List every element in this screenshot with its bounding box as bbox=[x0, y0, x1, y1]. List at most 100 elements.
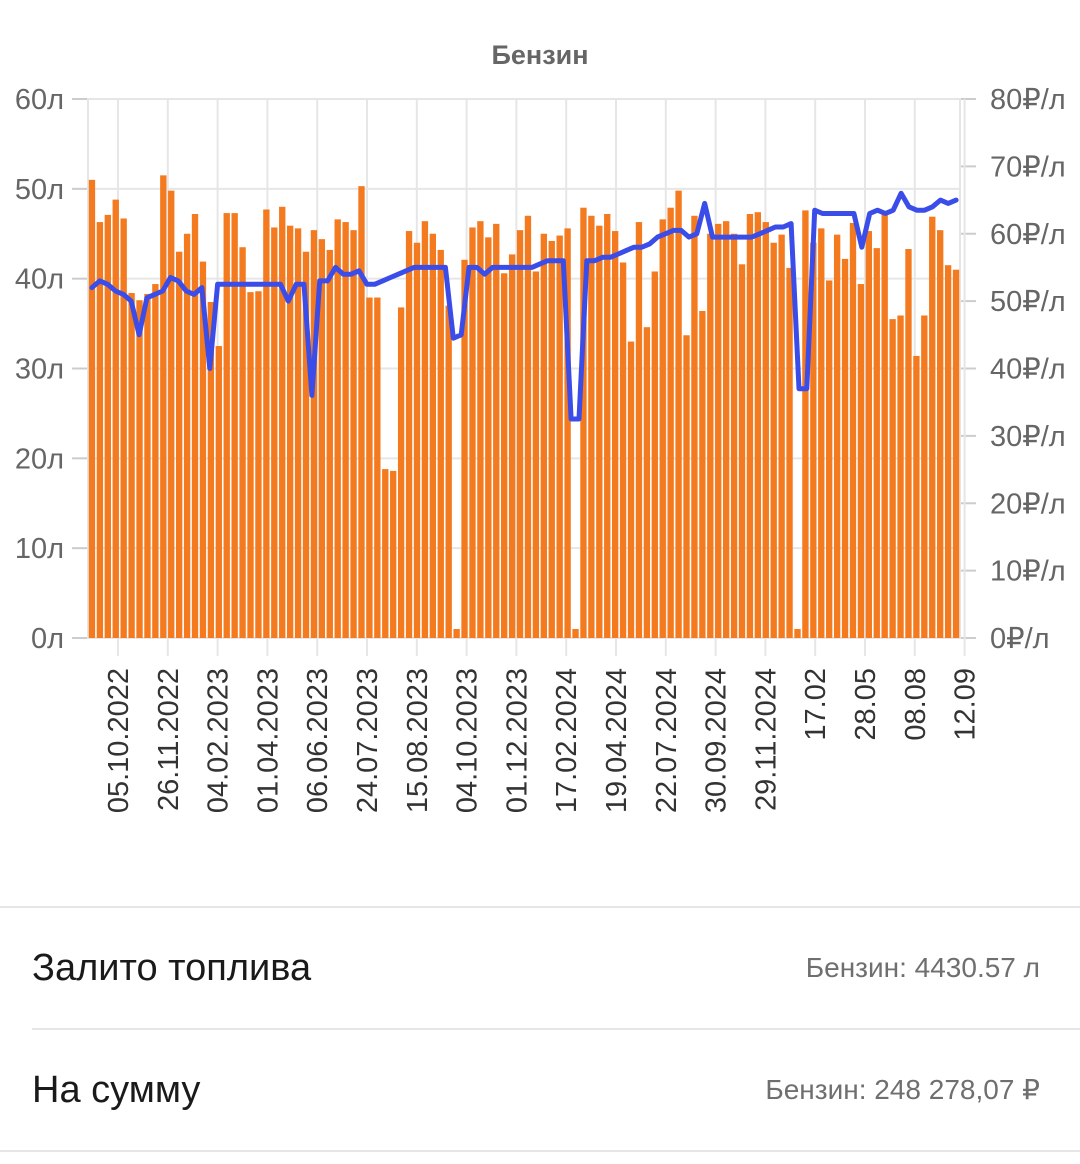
bar bbox=[508, 254, 516, 638]
chart-svg: Бензин 0л 10л 20л 30л 40л 50л 60л 0₽/л 10₽/л 20₽… bbox=[15, 40, 1066, 813]
bar bbox=[857, 284, 865, 638]
y-left-tick-label: 60л bbox=[15, 84, 64, 116]
y-left-tick-label: 0л bbox=[31, 623, 64, 655]
bar bbox=[461, 259, 468, 638]
bar bbox=[667, 207, 674, 638]
y-right-tick-label: 30₽/л bbox=[990, 421, 1066, 453]
plot-border bbox=[87, 98, 961, 639]
bar bbox=[849, 222, 857, 638]
bar bbox=[485, 237, 492, 639]
bar bbox=[794, 629, 801, 638]
bar bbox=[493, 223, 500, 638]
bar bbox=[786, 267, 793, 638]
bar bbox=[952, 269, 960, 638]
x-tick-label: 15.08.2023 bbox=[402, 668, 434, 813]
summary-row-fuel: Залито топлива Бензин: 4430.57 л bbox=[0, 908, 1080, 1028]
bar bbox=[627, 341, 635, 638]
bar bbox=[524, 215, 532, 639]
divider-middle bbox=[32, 1028, 1080, 1030]
bar bbox=[397, 307, 405, 638]
bar bbox=[469, 227, 476, 638]
bar bbox=[453, 629, 460, 638]
bar bbox=[746, 213, 754, 638]
bar bbox=[532, 271, 540, 638]
bar bbox=[604, 213, 611, 638]
bar bbox=[596, 225, 603, 639]
x-tick-label: 01.12.2023 bbox=[501, 668, 533, 813]
bar bbox=[88, 179, 96, 638]
y-right-tick-label: 20₽/л bbox=[990, 488, 1066, 520]
bar bbox=[334, 219, 341, 639]
bar bbox=[294, 228, 302, 639]
bar bbox=[913, 355, 920, 638]
x-tick-label: 12.09 bbox=[950, 668, 982, 741]
x-tick-label: 28.05 bbox=[850, 668, 882, 741]
bar bbox=[619, 262, 627, 638]
bar bbox=[572, 629, 579, 638]
x-tick-label: 04.10.2023 bbox=[452, 668, 484, 813]
bar bbox=[175, 251, 183, 638]
y-right-tick-label: 0₽/л bbox=[990, 623, 1050, 655]
bar bbox=[318, 239, 326, 638]
bar bbox=[112, 199, 119, 638]
bar bbox=[421, 221, 429, 638]
bar bbox=[905, 249, 912, 638]
bar bbox=[382, 469, 389, 638]
amount-total-value: Бензин: 248 278,07 ₽ bbox=[765, 1074, 1040, 1105]
bar bbox=[841, 258, 849, 638]
bar bbox=[247, 292, 254, 638]
bar bbox=[477, 221, 484, 638]
bar bbox=[215, 346, 222, 638]
y-left-tick-label: 50л bbox=[15, 174, 64, 206]
bar bbox=[699, 311, 706, 638]
fuel-total-label: Залито топлива bbox=[32, 947, 312, 989]
bar-series bbox=[88, 175, 960, 639]
y-axis-right: 0₽/л 10₽/л 20₽/л 30₽/л 40₽/л 50₽/л 60₽/л 70₽/л 8… bbox=[990, 84, 1066, 655]
y-right-tick-label: 70₽/л bbox=[990, 151, 1066, 183]
x-tick-label: 08.08 bbox=[900, 668, 932, 741]
bar bbox=[659, 219, 666, 639]
bar bbox=[516, 230, 524, 638]
bar bbox=[271, 227, 278, 638]
bar bbox=[263, 209, 270, 638]
x-tick-label: 17.02 bbox=[800, 668, 832, 741]
chart-grid bbox=[72, 98, 976, 656]
bar bbox=[183, 233, 191, 638]
bar bbox=[651, 271, 658, 638]
bar bbox=[374, 297, 381, 638]
bar bbox=[897, 315, 904, 638]
x-tick-label: 22.07.2024 bbox=[651, 668, 683, 813]
bar bbox=[413, 242, 421, 638]
bar bbox=[802, 210, 809, 639]
bar bbox=[310, 230, 318, 638]
x-tick-label: 17.02.2024 bbox=[551, 668, 583, 813]
bar bbox=[239, 247, 246, 638]
bar bbox=[104, 214, 111, 638]
bar bbox=[390, 470, 397, 638]
bar bbox=[921, 315, 928, 638]
amount-total-label: На сумму bbox=[32, 1069, 201, 1111]
bar bbox=[937, 230, 944, 638]
bar bbox=[302, 251, 310, 638]
bar bbox=[191, 213, 199, 638]
divider-bottom bbox=[0, 1150, 1080, 1152]
price-line bbox=[89, 190, 959, 422]
bar bbox=[207, 302, 215, 638]
divider-top bbox=[0, 906, 1080, 908]
bar bbox=[223, 213, 230, 639]
bar bbox=[548, 240, 555, 639]
bar bbox=[255, 291, 262, 638]
bar bbox=[730, 233, 738, 638]
bar bbox=[160, 175, 167, 638]
bar bbox=[501, 273, 508, 638]
bar bbox=[350, 230, 357, 638]
bar bbox=[231, 213, 238, 639]
x-tick-label: 05.10.2022 bbox=[103, 668, 135, 813]
bar bbox=[818, 228, 825, 639]
bar bbox=[722, 221, 730, 638]
bar bbox=[342, 222, 349, 639]
bar bbox=[778, 234, 785, 639]
bar bbox=[358, 186, 365, 638]
bar bbox=[279, 206, 286, 639]
bar bbox=[881, 213, 888, 639]
